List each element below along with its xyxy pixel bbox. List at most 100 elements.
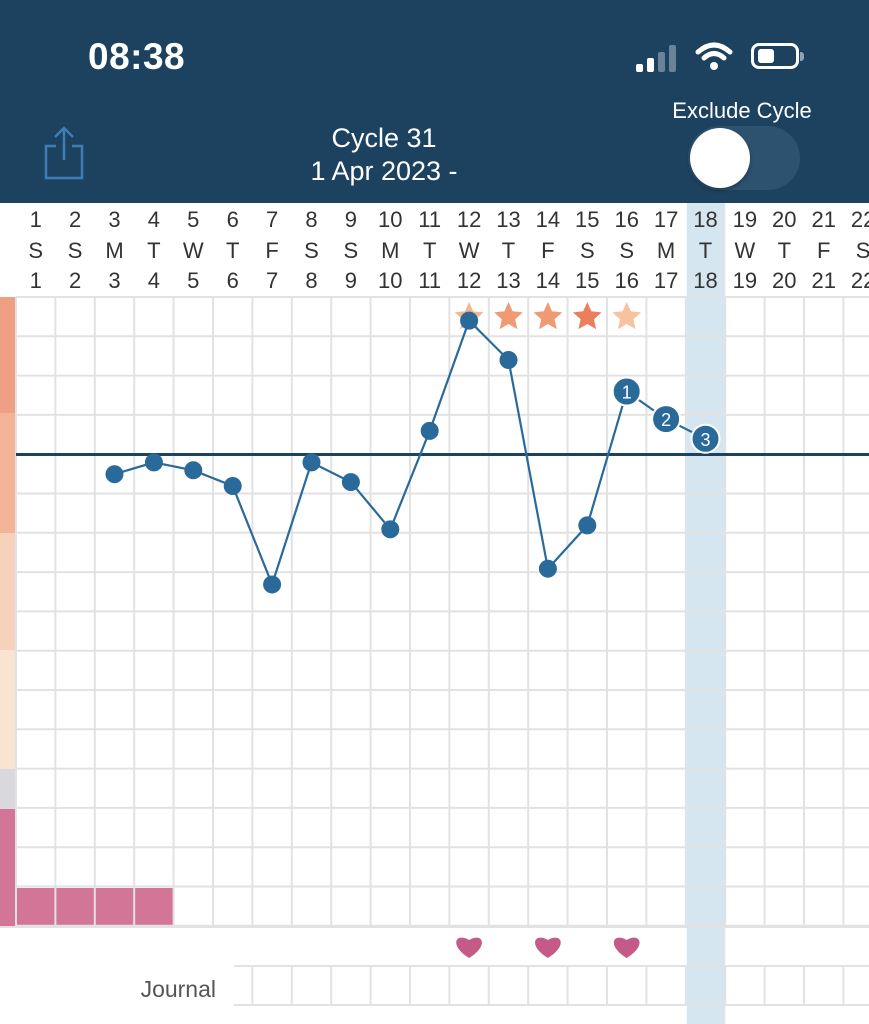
temperature-point[interactable] [341, 473, 360, 492]
temperature-point-label: 1 [622, 383, 632, 403]
temperature-point[interactable] [223, 477, 242, 495]
peak-star-icon[interactable] [612, 302, 641, 330]
day-cycle-day-label: 12 [457, 207, 481, 232]
battery-icon [751, 43, 804, 69]
phase-color-band [0, 413, 16, 533]
temperature-point[interactable] [499, 351, 518, 369]
day-date-label: 6 [227, 268, 239, 293]
day-cycle-day-label: 6 [227, 207, 239, 232]
period-day-cell [16, 888, 56, 927]
day-weekday-label: W [459, 238, 480, 263]
heart-icon[interactable] [613, 937, 640, 958]
temperature-point-label: 3 [700, 430, 710, 450]
day-weekday-label: F [817, 238, 830, 263]
temperature-point[interactable] [105, 465, 124, 484]
peak-star-icon[interactable] [573, 302, 602, 330]
day-date-label: 3 [108, 268, 120, 293]
day-weekday-label: W [183, 238, 204, 263]
period-day-cell [94, 888, 135, 927]
temperature-point-numbered[interactable] [611, 376, 642, 407]
day-date-label: 17 [654, 268, 678, 293]
day-cycle-day-label: 10 [378, 207, 402, 232]
day-weekday-label: T [226, 238, 239, 263]
day-cycle-day-label: 20 [772, 207, 796, 232]
temperature-point[interactable] [381, 520, 400, 539]
temperature-point-numbered[interactable] [690, 423, 721, 454]
day-weekday-label: T [147, 238, 160, 263]
day-weekday-label: S [344, 238, 359, 263]
day-cycle-day-label: 2 [69, 207, 81, 232]
day-cycle-day-label: 3 [108, 207, 120, 232]
day-weekday-label: W [735, 238, 756, 263]
peak-star-icon[interactable] [533, 302, 563, 330]
temperature-point[interactable] [302, 453, 321, 472]
toggle-knob[interactable] [690, 128, 750, 188]
day-weekday-label: S [68, 238, 83, 263]
day-cycle-day-label: 21 [811, 207, 835, 232]
day-cycle-day-label: 1 [30, 207, 42, 232]
period-day-cell [55, 888, 95, 927]
day-weekday-label: T [423, 238, 436, 263]
day-cycle-day-label: 15 [575, 207, 599, 232]
day-cycle-day-label: 14 [536, 207, 560, 232]
day-cycle-day-label: 8 [305, 207, 317, 232]
day-date-label: 16 [614, 268, 638, 293]
day-date-label: 15 [575, 268, 599, 293]
cycle-title: Cycle 31 1 Apr 2023 - [234, 122, 534, 188]
heart-icon[interactable] [456, 937, 482, 958]
day-date-label: 11 [418, 268, 441, 293]
heart-icon[interactable] [535, 937, 561, 958]
day-cycle-day-label: 13 [496, 207, 520, 232]
day-date-label: 5 [187, 268, 199, 293]
day-date-label: 7 [266, 268, 278, 293]
day-cycle-day-label: 4 [148, 207, 160, 232]
temperature-line [114, 318, 706, 588]
status-time: 08:38 [88, 36, 186, 77]
app-header: 08:38 Cycle 31 1 Apr 2023 - Exclude Cycl… [0, 0, 869, 203]
temperature-point-label: 2 [661, 410, 671, 430]
share-icon[interactable] [42, 124, 86, 182]
wifi-icon [695, 42, 733, 70]
temperature-point[interactable] [538, 559, 557, 578]
day-cycle-day-label: 18 [693, 207, 717, 232]
exclude-cycle-toggle[interactable] [688, 126, 800, 190]
temperature-point[interactable] [263, 575, 282, 594]
day-date-label: 10 [378, 268, 402, 293]
cellular-signal-icon [636, 44, 680, 72]
day-weekday-label: F [541, 238, 554, 263]
day-weekday-label: S [304, 238, 319, 263]
day-cycle-day-label: 11 [418, 207, 441, 232]
temperature-point[interactable] [144, 453, 163, 472]
exclude-cycle-label: Exclude Cycle [672, 98, 812, 123]
day-weekday-label: S [856, 238, 869, 263]
temperature-point[interactable] [578, 516, 597, 535]
day-date-label: 1 [30, 268, 42, 293]
temperature-point[interactable] [420, 421, 439, 440]
day-weekday-label: S [28, 238, 43, 263]
day-weekday-label: T [699, 238, 712, 263]
temperature-point-numbered[interactable] [651, 404, 682, 435]
day-date-label: 8 [305, 268, 317, 293]
temperature-point[interactable] [460, 311, 479, 330]
cycle-date-range: 1 Apr 2023 - [310, 156, 458, 186]
cycle-name: Cycle 31 [331, 123, 437, 153]
phase-color-band [0, 297, 16, 413]
phase-color-band [0, 809, 16, 927]
day-date-label: 2 [69, 268, 81, 293]
day-cycle-day-label: 22 [851, 207, 869, 232]
day-cycle-day-label: 19 [733, 207, 757, 232]
day-weekday-label: T [778, 238, 791, 263]
day-date-label: 19 [733, 268, 757, 293]
day-date-label: 21 [811, 268, 835, 293]
day-date-label: 14 [536, 268, 560, 293]
day-date-label: 13 [496, 268, 520, 293]
day-date-label: 9 [345, 268, 357, 293]
day-weekday-label: M [657, 238, 675, 263]
day-cycle-day-label: 5 [187, 207, 199, 232]
peak-star-icon[interactable] [494, 302, 523, 330]
day-weekday-label: T [502, 238, 515, 263]
day-weekday-label: M [105, 238, 123, 263]
temperature-point[interactable] [184, 461, 203, 480]
day-cycle-day-label: 9 [345, 207, 357, 232]
day-weekday-label: S [580, 238, 595, 263]
